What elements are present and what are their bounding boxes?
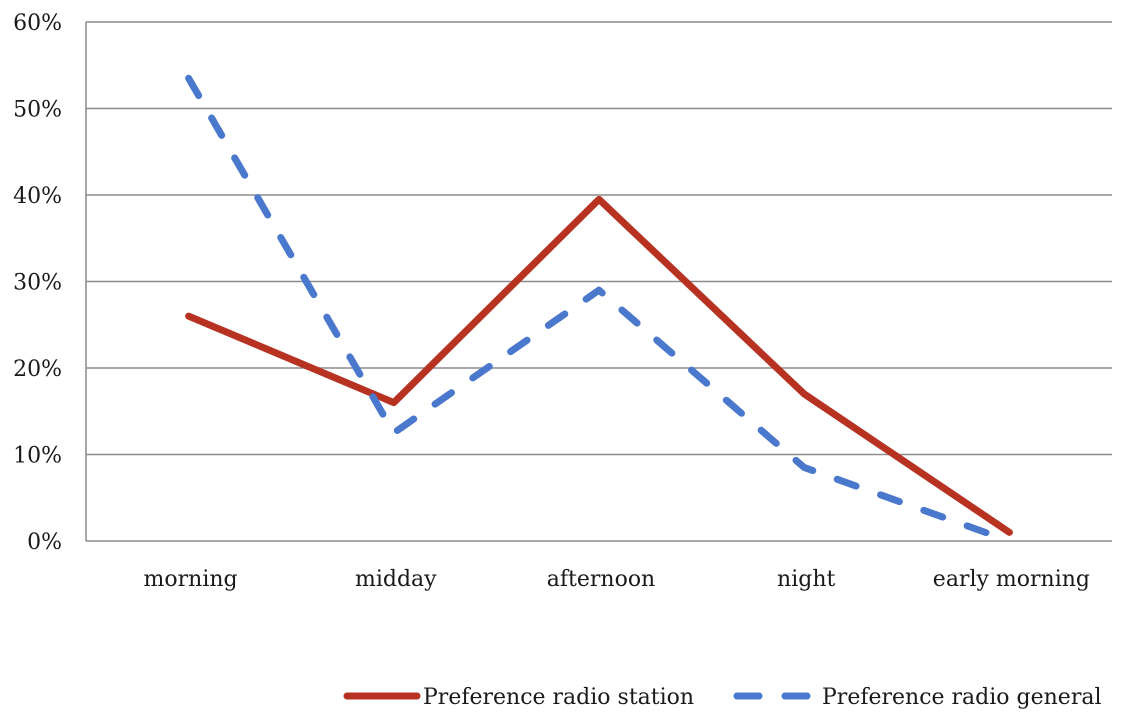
grid-lines [85,21,1112,542]
x-tick-label: midday [355,567,437,592]
x-tick-label: night [777,567,835,592]
x-tick-label: afternoon [547,567,655,592]
legend-label-0: Preference radio station [423,685,694,710]
y-tick-label: 30% [13,271,62,296]
y-tick-label: 0% [27,530,62,555]
series-line-1 [185,74,1013,545]
y-tick-label: 50% [13,98,62,123]
x-tick-label: early morning [933,567,1090,592]
x-axis-ticks: morning midday afternoon night early morning [144,567,1090,592]
series-lines [185,74,1013,545]
y-tick-label: 60% [13,11,62,36]
x-tick-label: morning [144,567,238,592]
y-axis-ticks: 0% 10% 20% 30% 40% 50% 60% [13,11,62,555]
y-tick-label: 10% [13,444,62,469]
y-tick-label: 20% [13,357,62,382]
legend-label-1: Preference radio general [822,685,1102,710]
series-line-0 [185,195,1013,536]
y-tick-label: 40% [13,184,62,209]
legend: Preference radio station Preference radio… [343,685,1102,710]
